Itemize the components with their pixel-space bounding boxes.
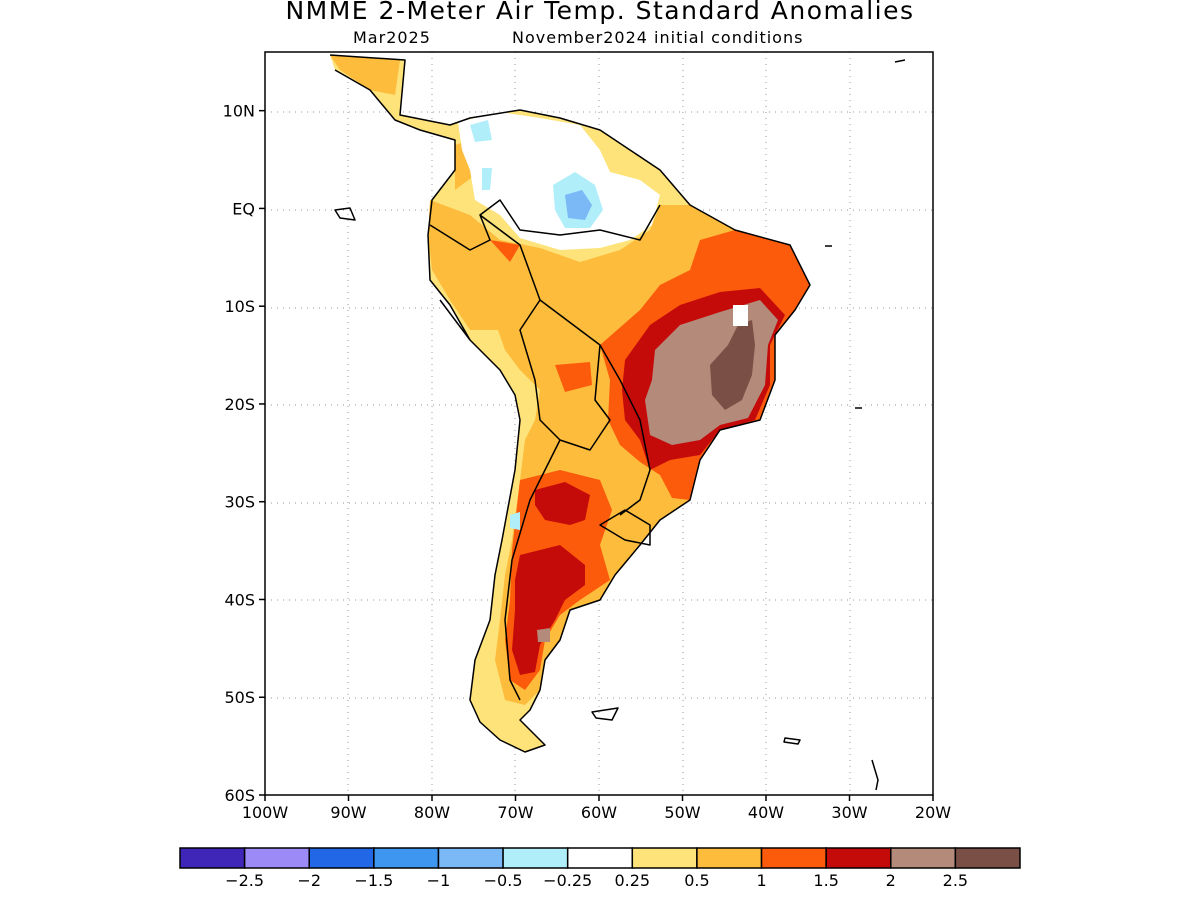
colorbar-tick-label: −2 (297, 871, 321, 890)
colorbar-swatch (954, 847, 1021, 869)
colorbar-swatch (243, 847, 310, 869)
colorbar-tick-label: −0.5 (484, 871, 523, 890)
lat-tick-label: 10N (223, 102, 255, 121)
coastlines (329, 54, 906, 791)
lat-tick-label: EQ (232, 199, 255, 218)
anomaly-near-zero (458, 112, 748, 326)
lon-tick-label: 50W (664, 803, 700, 822)
longitude-axis: 100W 90W 80W 70W 60W 50W 40W 30W 20W (242, 795, 951, 822)
map-title: NMME 2-Meter Air Temp. Standard Anomalie… (285, 0, 915, 25)
colorbar-tick-label: −2.5 (225, 871, 264, 890)
colorbar-swatch (890, 847, 957, 869)
lon-tick-label: 100W (242, 803, 289, 822)
lon-tick-label: 30W (831, 803, 867, 822)
anomaly-minus-1-0.5 (565, 190, 592, 220)
colorbar-tick-label: 0.5 (684, 871, 709, 890)
colorbar-tick-label: −1.5 (354, 871, 393, 890)
anomaly-minus-0.5-0.25 (470, 120, 603, 530)
latitude-axis: 10N EQ 10S 20S 30S 40S 50S 60S (223, 102, 265, 805)
colorbar-swatch (760, 847, 827, 869)
lat-tick-label: 20S (224, 395, 255, 414)
colorbar-tick-label: 0.25 (614, 871, 650, 890)
colorbar-swatch (308, 847, 375, 869)
anomaly-above-2.5 (710, 320, 755, 410)
colorbar-tick-label: 2 (886, 871, 896, 890)
colorbar-tick-label: −1 (427, 871, 451, 890)
colorbar-tick-label: 1.5 (813, 871, 838, 890)
lon-tick-label: 40W (748, 803, 784, 822)
colorbar-tick-label: 2.5 (943, 871, 968, 890)
colorbar-tick-label: 1 (756, 871, 766, 890)
colorbar-swatch (631, 847, 698, 869)
forecast-month: Mar2025 (353, 28, 431, 47)
lon-tick-label: 60W (581, 803, 617, 822)
colorbar-swatch (825, 847, 892, 869)
lat-tick-label: 60S (224, 786, 255, 805)
colorbar-swatch (437, 847, 504, 869)
lat-tick-label: 30S (224, 493, 255, 512)
lat-tick-label: 50S (224, 688, 255, 707)
lon-tick-label: 90W (330, 803, 366, 822)
colorbar-swatch (502, 847, 569, 869)
colorbar-tick-label: −0.25 (543, 871, 592, 890)
initial-conditions: November2024 initial conditions (512, 28, 804, 47)
anomaly-map: 10N EQ 10S 20S 30S 40S 50S 60S 100W 90W 80W 70W 60W… (223, 51, 951, 822)
lon-tick-label: 80W (414, 803, 450, 822)
colorbar-swatch (696, 847, 763, 869)
lat-tick-label: 10S (224, 297, 255, 316)
colorbar-swatch (179, 847, 246, 869)
colorbar-swatch (566, 847, 634, 869)
colorbar-swatch (373, 847, 440, 869)
lon-tick-label: 70W (497, 803, 533, 822)
lon-tick-label: 20W (915, 803, 951, 822)
lat-tick-label: 40S (224, 590, 255, 609)
